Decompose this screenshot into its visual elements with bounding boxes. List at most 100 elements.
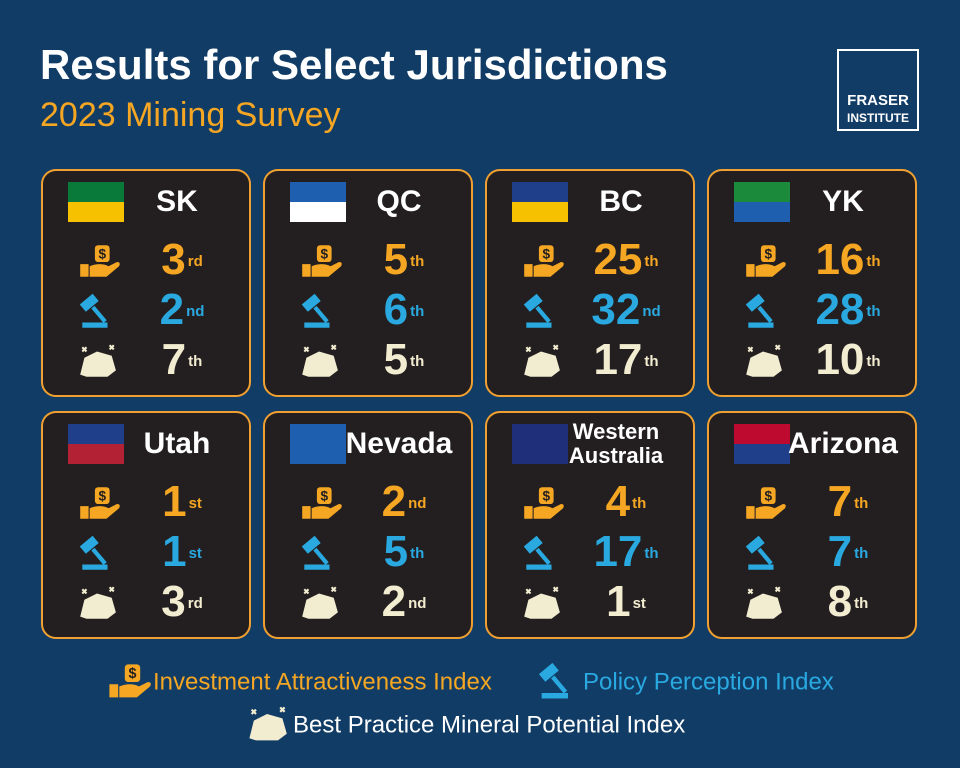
icon-mineral [746,344,782,377]
card [263,411,473,639]
icon-hand [524,262,564,277]
rank-value: 28 [815,285,864,334]
icon-coin [94,487,110,504]
rank-suffix: th [854,495,868,512]
card-name: BC [599,185,642,218]
subtitle: 2023 Mining Survey [40,96,341,134]
icon-spark [525,344,559,353]
rank-value: 3 [161,235,185,284]
flag [512,182,568,202]
icon-investment: $ [524,487,564,519]
icon-investment: $ [746,487,786,519]
logo-line: FRASER [847,92,909,109]
rank-suffix: nd [408,595,426,612]
icon-base [304,564,330,570]
rank-suffix: th [410,545,424,562]
icon-policy [523,293,552,328]
flag [512,202,568,222]
icon-rock [302,593,338,619]
icon-spark [747,586,781,595]
flag [290,424,346,444]
icon-gavel-handle [757,305,773,324]
icon-base [82,322,108,328]
rank-value: 8 [828,577,852,626]
icon-policy [79,535,108,570]
icon-spark [747,344,781,353]
icon-investment: $ [80,245,120,277]
icon-coin [538,245,554,262]
icon-spark [303,586,337,595]
rank-suffix: nd [642,303,660,320]
icon-hand [80,262,120,277]
flag [512,444,568,464]
logo-line: INSTITUTE [847,111,909,125]
icon-investment: $ [746,245,786,277]
icon-dollar: $ [98,246,106,261]
icon-dollar: $ [320,488,328,503]
icon-coin [316,487,332,504]
icon-gavel-handle [91,547,107,566]
icon-hand [746,262,786,277]
rank-value: 7 [828,477,852,526]
card [41,411,251,639]
icon-gavel-head [79,535,99,554]
rank-suffix: st [189,495,202,512]
icon-rock [249,714,287,741]
icon-hand [302,504,342,519]
rank-value: 3 [161,577,185,626]
rank-suffix: nd [408,495,426,512]
icon-base [541,693,568,699]
card-name: Australia [569,443,664,468]
icon-gavel-handle [535,305,551,324]
card [41,169,251,397]
icon-coin [94,245,110,262]
rank-value: 2 [382,577,406,626]
flag [68,182,124,202]
flag [734,424,790,444]
rank-value: 5 [384,235,408,284]
icon-coin [316,245,332,262]
icon-dollar: $ [764,488,772,503]
icon-mineral [524,586,560,619]
icon-gavel-handle [313,305,329,324]
icon-gavel-handle [313,547,329,566]
icon-coin [124,664,141,682]
icon-mineral [302,344,338,377]
icon-mineral [746,586,782,619]
icon-dollar: $ [98,488,106,503]
icon-dollar: $ [542,488,550,503]
icon-gavel-head [301,293,321,312]
rank-suffix: th [644,253,658,270]
icon-spark [250,706,286,715]
card-name: Arizona [788,427,898,460]
icon-base [748,564,774,570]
flag [290,202,346,222]
icon-gavel-handle [551,675,568,694]
rank-suffix: th [644,353,658,370]
card [707,411,917,639]
card [707,169,917,397]
rank-value: 1 [162,477,186,526]
flag [68,202,124,222]
rank-value: 1 [162,527,186,576]
card-name: Western [573,419,659,444]
icon-mineral [80,586,116,619]
